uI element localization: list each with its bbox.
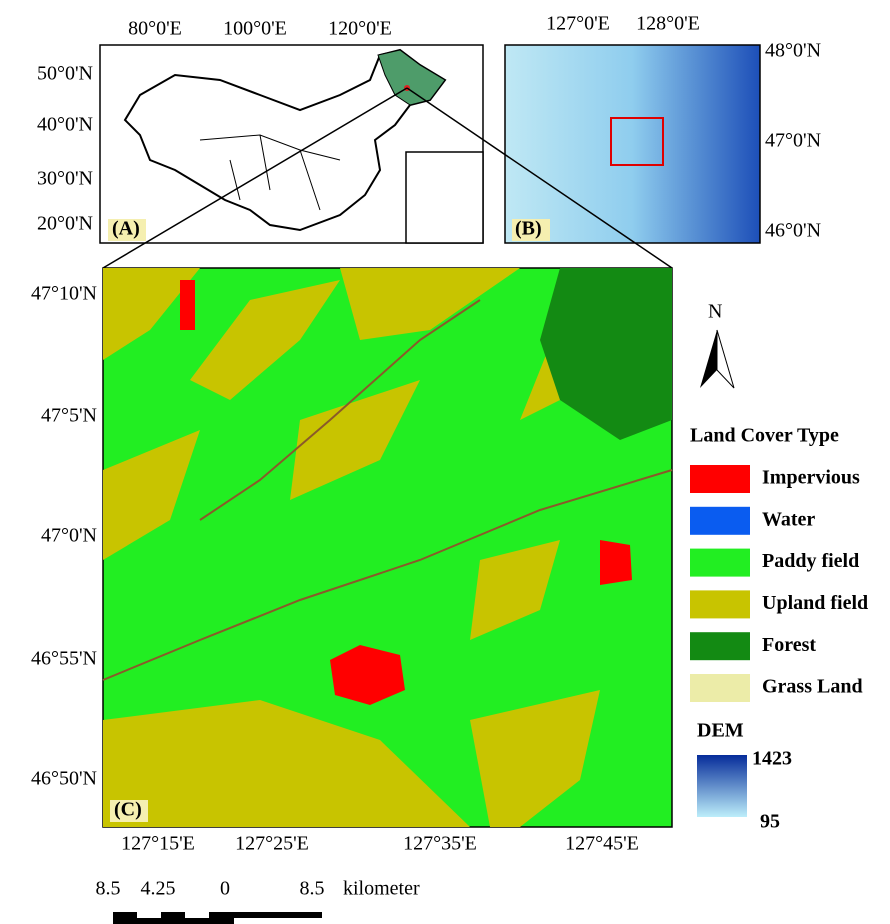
lon-label: 127°25'E [235,833,309,855]
lat-label: 47°0'N [765,130,821,152]
lat-label: 46°50'N [31,768,97,790]
legend-swatch [690,465,750,493]
lat-label: 40°0'N [37,114,93,136]
dem-max: 1423 [752,748,792,770]
study-province [377,49,446,106]
lat-label: 47°5'N [41,405,97,427]
dem-title: DEM [697,720,744,742]
china-outline [123,48,447,232]
panel-label: (A) [112,218,140,240]
lat-label: 46°55'N [31,648,97,670]
legend-swatch [690,674,750,702]
legend-swatch [690,590,750,619]
connector [406,87,673,269]
lon-label: 120°0'E [328,18,392,40]
label-bg [110,800,148,822]
legend-swatch [690,506,750,535]
north-arrow [700,330,717,388]
lat-label: 47°0'N [41,525,97,547]
lat-label: 47°10'N [31,283,97,305]
panel-b: (B) [504,44,761,244]
label-bg [108,219,146,241]
lon-label: 80°0'E [128,18,182,40]
legend-swatch [690,548,750,577]
legend-label: Upland field [762,592,868,614]
legend-title: Land Cover Type [690,425,839,447]
scale-label: 8.5 [300,878,325,900]
legend-label: Grass Land [762,676,863,698]
legend-label: Paddy field [762,550,859,572]
panel-a: (A) [99,44,484,244]
lon-label: 127°35'E [403,833,477,855]
lat-label: 30°0'N [37,168,93,190]
scale-bar: kilometer [113,878,420,924]
lon-label: 100°0'E [223,18,287,40]
lon-label: 127°15'E [121,833,195,855]
label-bg [512,219,550,241]
dem-min: 95 [760,811,780,833]
lat-label: 48°0'N [765,40,821,62]
legend-label: Water [762,508,815,530]
scale-label: 8.5 [96,878,121,900]
legend: Impervious Water Paddy field Upland field Fo… [690,465,868,702]
lat-label: 46°0'N [765,220,821,242]
scale-label: 4.25 [141,878,176,900]
scale-label: 0 [220,878,230,900]
connector [102,87,408,269]
province-lines [199,134,341,211]
panel-label: (B) [515,218,542,240]
dem-ramp [697,755,747,817]
lon-label: 127°45'E [565,833,639,855]
lon-label: 128°0'E [636,13,700,35]
scale-unit: kilometer [343,878,420,900]
panel-c: (C) [102,267,673,828]
forest-patch [540,268,672,440]
coordinate-labels: 80°0'E 100°0'E 120°0'E 50°0'N 40°0'N 30°0'N 20… [31,13,821,900]
inset-box [405,151,484,244]
north-arrow [716,329,735,389]
north-label: N [708,301,722,323]
lon-label: 127°0'E [546,13,610,35]
legend-label: Impervious [762,467,860,489]
lat-label: 50°0'N [37,63,93,85]
river [102,299,673,681]
lat-label: 20°0'N [37,213,93,235]
legend-swatch [690,632,750,661]
legend-label: Forest [762,634,816,656]
panel-label: (C) [114,799,142,821]
study-area-box [610,117,664,166]
